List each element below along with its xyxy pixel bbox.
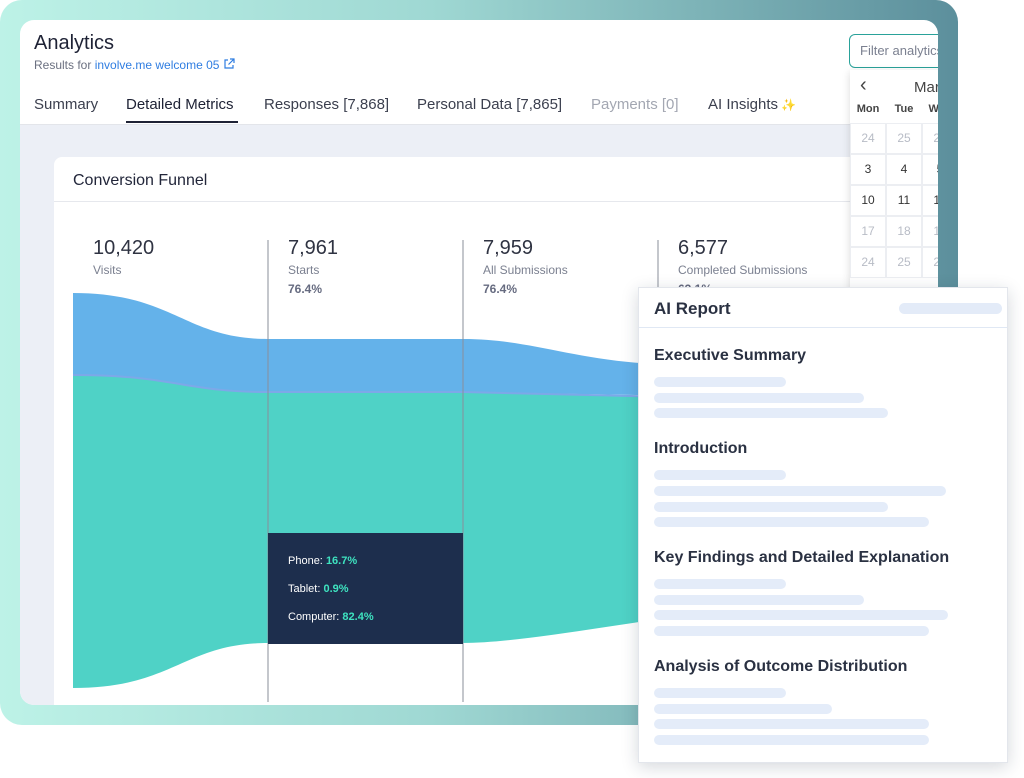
skeleton-line (654, 626, 929, 636)
tab-icon: ✨ (781, 98, 796, 112)
tab-label: Summary (34, 96, 99, 113)
step-value: 6,577 (678, 237, 729, 259)
tooltip-label: Phone: (288, 555, 323, 567)
section-heading: Executive Summary (654, 347, 807, 364)
funnel-starts-band (73, 293, 754, 397)
day-cell[interactable]: 17 (850, 216, 886, 247)
step-label: Visits (93, 263, 122, 277)
tab[interactable]: Detailed Metrics (126, 96, 234, 113)
tooltip-line: Tablet: 0.9% (288, 583, 349, 595)
calendar-dropdown: ‹MarchMonTueWed2425263451011121718192425… (850, 70, 938, 310)
month-label: March (914, 79, 938, 96)
tooltip-label: Tablet: (288, 583, 321, 595)
day-cell[interactable]: 18 (886, 216, 922, 247)
active-tab-underline (126, 121, 238, 123)
day-cell[interactable]: 26 (922, 123, 938, 154)
step-label: Starts (288, 263, 320, 277)
day-cell[interactable]: 24 (850, 247, 886, 278)
tooltip-line: Computer: 82.4% (288, 611, 374, 623)
day-cell[interactable]: 25 (886, 123, 922, 154)
day-cell[interactable]: 26 (922, 247, 938, 278)
results-line: Results for involve.me welcome 05 (34, 58, 235, 72)
day-cell[interactable]: 12 (922, 185, 938, 216)
skeleton-line (654, 719, 929, 729)
ai-report-card: AI Report Executive Summary Introduction K… (638, 287, 1008, 763)
skeleton-line (654, 704, 832, 714)
step-label: Completed Submissions (678, 263, 808, 277)
skeleton-line (654, 579, 786, 589)
skeleton-line (654, 377, 786, 387)
step-value: 10,420 (93, 237, 155, 259)
tab-label: AI Insights (708, 96, 779, 113)
tab[interactable]: Personal Data [7,865] (417, 96, 562, 113)
step-label: All Submissions (483, 263, 568, 277)
prev-month[interactable]: ‹ (860, 74, 867, 96)
tab[interactable]: Responses [7,868] (264, 96, 389, 113)
skeleton-line (654, 735, 929, 745)
step-rate: 76.4% (483, 282, 518, 296)
day-cell[interactable]: 19 (922, 216, 938, 247)
step-value: 7,961 (288, 237, 339, 259)
skeleton-line (654, 408, 888, 418)
tab-label: Payments [0] (591, 96, 679, 113)
tab[interactable]: AI Insights ✨ (708, 96, 796, 113)
day-cell[interactable]: 25 (886, 247, 922, 278)
skeleton-line (654, 610, 948, 620)
funnel-boundary (72, 374, 755, 400)
tooltip-value: 82.4% (342, 611, 374, 623)
filter-input[interactable]: Filter analytics (849, 34, 938, 68)
day-cell[interactable]: 24 (850, 123, 886, 154)
section-heading: Introduction (654, 440, 748, 457)
external-link-icon[interactable] (223, 58, 235, 70)
section-heading: Analysis of Outcome Distribution (654, 658, 908, 675)
tab-label: Detailed Metrics (126, 96, 234, 113)
tab-bar: Summary Detailed Metrics Responses [7,868]… (20, 20, 938, 125)
tab-label: Personal Data [7,865] (417, 96, 563, 113)
page-title: Analytics (34, 32, 115, 54)
weekday: Tue (894, 103, 914, 115)
skeleton-line (654, 688, 786, 698)
tab[interactable]: Payments [0] (591, 96, 679, 113)
day-cell[interactable]: 11 (886, 185, 922, 216)
day-cell[interactable]: 10 (850, 185, 886, 216)
skeleton-line (654, 502, 888, 512)
tooltip-label: Computer: (288, 611, 340, 623)
funnel-graphic (72, 240, 755, 702)
funnel-completed-band (73, 375, 754, 688)
tab[interactable]: Summary (34, 96, 98, 113)
skeleton-pill (899, 303, 1002, 314)
tooltip-value: 0.9% (323, 583, 349, 595)
skeleton-line (654, 486, 946, 496)
weekday: Wed (928, 103, 938, 115)
tab-label: Responses [7,868] (264, 96, 390, 113)
results-prefix: Results for (34, 58, 92, 72)
day-cell[interactable]: 5 (922, 154, 938, 185)
tooltip-line: Phone: 16.7% (288, 555, 357, 567)
skeleton-line (654, 470, 786, 480)
card-title: Conversion Funnel (73, 172, 208, 189)
section-heading: Key Findings and Detailed Explanation (654, 549, 950, 566)
weekday: Mon (856, 103, 880, 115)
skeleton-line (654, 393, 864, 403)
step-value: 7,959 (483, 237, 534, 259)
project-link[interactable]: involve.me welcome 05 (94, 58, 220, 72)
step-rate: 76.4% (288, 282, 323, 296)
tooltip-value: 16.7% (325, 555, 358, 567)
card-divider (54, 201, 938, 202)
device-tooltip: Phone: 16.7% Tablet: 0.9% Computer: 82.4% (268, 533, 463, 644)
skeleton-line (654, 517, 929, 527)
ai-report-title: AI Report (654, 299, 731, 318)
day-cell[interactable]: 3 (850, 154, 886, 185)
skeleton-line (654, 595, 864, 605)
report-divider (639, 327, 1007, 328)
day-cell[interactable]: 4 (886, 154, 922, 185)
